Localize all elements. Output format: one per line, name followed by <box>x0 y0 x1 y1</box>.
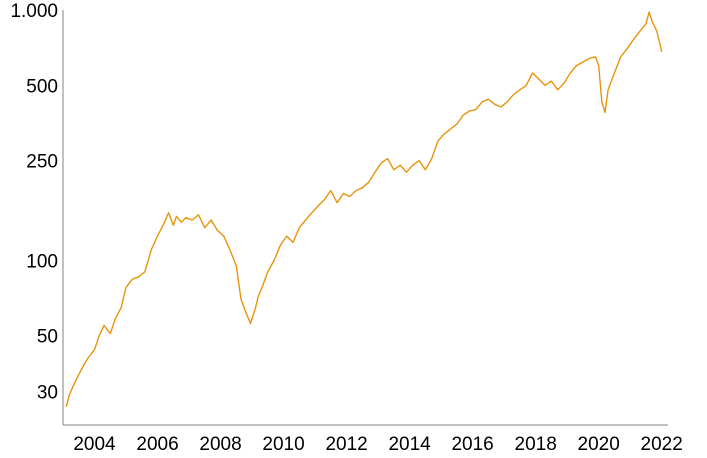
x-tick-label: 2004 <box>73 434 116 455</box>
y-tick-label: 50 <box>37 327 58 348</box>
y-tick-label: 250 <box>26 152 58 173</box>
y-tick-label: 500 <box>26 76 58 97</box>
x-tick-labels: 2004 2006 2008 2010 2012 2014 2016 2018 2020 2022 <box>73 434 682 455</box>
y-tick-label: 100 <box>26 251 58 272</box>
y-tick-label: 30 <box>37 382 58 403</box>
x-tick-label: 2018 <box>515 434 557 455</box>
x-tick-label: 2014 <box>388 434 431 455</box>
x-tick-label: 2020 <box>578 434 620 455</box>
series-line <box>65 11 663 407</box>
x-tick-label: 2006 <box>136 434 178 455</box>
x-tick-label: 2012 <box>325 434 367 455</box>
y-tick-labels: 30 50 100 250 500 1.000 <box>10 1 58 403</box>
y-tick-label: 1.000 <box>10 1 58 22</box>
x-tick-label: 2022 <box>641 434 683 455</box>
x-tick-label: 2008 <box>199 434 241 455</box>
x-tick-label: 2016 <box>451 434 493 455</box>
x-tick-label: 2010 <box>262 434 304 455</box>
